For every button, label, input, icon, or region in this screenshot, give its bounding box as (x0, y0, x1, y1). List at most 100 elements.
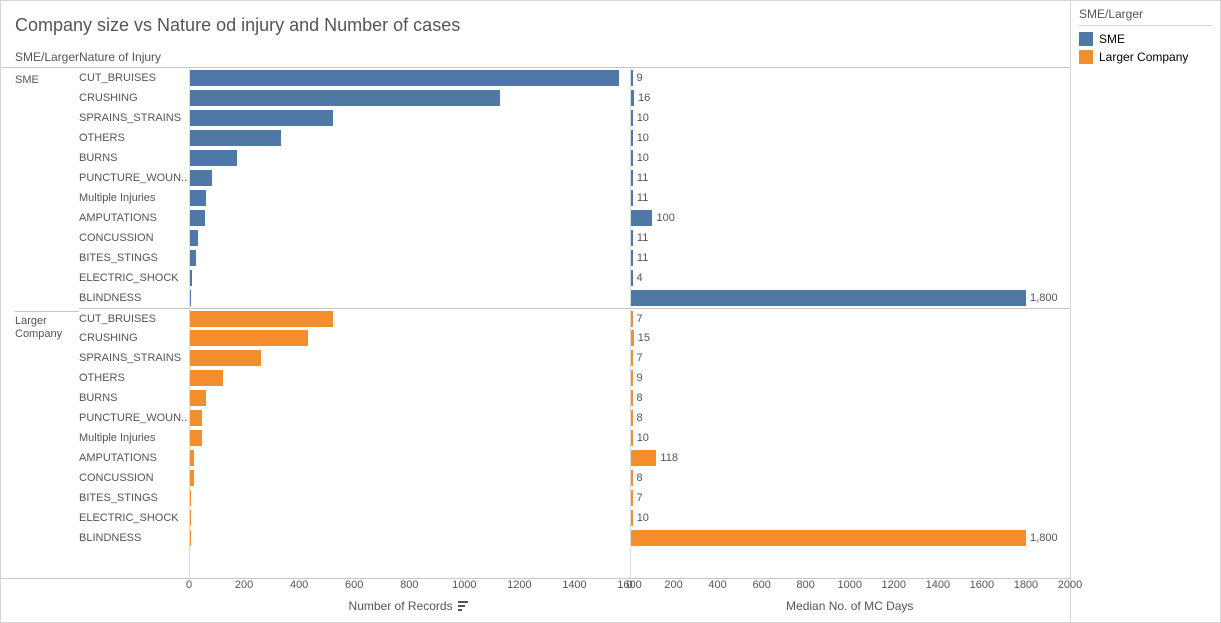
injury-label[interactable]: AMPUTATIONS (79, 208, 189, 228)
sort-descending-icon[interactable] (458, 600, 470, 614)
bar-median[interactable]: 9 (631, 368, 1071, 388)
injury-label[interactable]: Multiple Injuries (79, 188, 189, 208)
bar-records[interactable] (190, 368, 630, 388)
injury-label[interactable]: CUT_BRUISES (79, 308, 189, 328)
bar-median[interactable]: 10 (631, 128, 1071, 148)
injury-label[interactable]: CONCUSSION (79, 468, 189, 488)
bar-records[interactable] (190, 448, 630, 468)
bar-median[interactable]: 10 (631, 508, 1071, 528)
bar-records[interactable] (190, 428, 630, 448)
bar-median[interactable]: 11 (631, 188, 1071, 208)
bar-records[interactable] (190, 68, 630, 88)
value-label: 1,800 (1030, 292, 1058, 304)
bar-records[interactable] (190, 148, 630, 168)
value-label: 8 (637, 392, 643, 404)
bar-records[interactable] (190, 468, 630, 488)
bar-records[interactable] (190, 388, 630, 408)
value-label: 7 (637, 352, 643, 364)
injury-label[interactable]: PUNCTURE_WOUN.. (79, 408, 189, 428)
bar-median[interactable]: 10 (631, 108, 1071, 128)
injury-label[interactable]: Multiple Injuries (79, 428, 189, 448)
bar-records[interactable] (190, 108, 630, 128)
injury-label[interactable]: ELECTRIC_SHOCK (79, 508, 189, 528)
injury-label[interactable]: OTHERS (79, 128, 189, 148)
bar-median[interactable]: 11 (631, 248, 1071, 268)
axis-label-records: Number of Records (189, 599, 630, 614)
bar-median[interactable]: 10 (631, 148, 1071, 168)
bar-median[interactable]: 10 (631, 428, 1071, 448)
legend-title: SME/Larger (1079, 7, 1212, 26)
injury-label[interactable]: BURNS (79, 388, 189, 408)
axis-tick: 600 (752, 579, 770, 591)
injury-label[interactable]: CRUSHING (79, 328, 189, 348)
group-label[interactable]: LargerCompany (15, 311, 79, 551)
bar-median[interactable]: 16 (631, 88, 1071, 108)
injury-label[interactable]: AMPUTATIONS (79, 448, 189, 468)
bar-median[interactable]: 118 (631, 448, 1071, 468)
charts-container: 9161010101111100111141,80071579881011887… (189, 68, 1070, 578)
bar-records[interactable] (190, 488, 630, 508)
bar-records[interactable] (190, 88, 630, 108)
bar-records[interactable] (190, 288, 630, 308)
value-label: 10 (637, 512, 649, 524)
value-label: 10 (637, 132, 649, 144)
axis-tick: 1200 (507, 579, 531, 591)
bar-records[interactable] (190, 408, 630, 428)
injury-label[interactable]: OTHERS (79, 368, 189, 388)
injury-label[interactable]: SPRAINS_STRAINS (79, 108, 189, 128)
bar-records[interactable] (190, 308, 630, 328)
bar-records[interactable] (190, 268, 630, 288)
injury-label[interactable]: BURNS (79, 148, 189, 168)
injury-label[interactable]: BLINDNESS (79, 528, 189, 548)
bar-median[interactable]: 8 (631, 408, 1071, 428)
bar-records[interactable] (190, 188, 630, 208)
bar-median[interactable]: 8 (631, 388, 1071, 408)
legend-swatch (1079, 50, 1093, 64)
main-panel: Company size vs Nature od injury and Num… (0, 0, 1071, 623)
value-label: 11 (637, 172, 648, 184)
group-label[interactable]: SME (15, 71, 79, 311)
injury-label[interactable]: BLINDNESS (79, 288, 189, 308)
injury-label[interactable]: BITES_STINGS (79, 248, 189, 268)
injury-label[interactable]: PUNCTURE_WOUN.. (79, 168, 189, 188)
bar-records[interactable] (190, 128, 630, 148)
legend-item[interactable]: SME (1079, 32, 1212, 46)
bar-median[interactable]: 11 (631, 168, 1071, 188)
header-group[interactable]: SME/Larger (15, 50, 79, 64)
bar-records[interactable] (190, 168, 630, 188)
bar-median[interactable]: 15 (631, 328, 1071, 348)
value-label: 8 (637, 472, 643, 484)
bar-median[interactable]: 7 (631, 348, 1071, 368)
column-headers: SME/Larger Nature of Injury (1, 50, 1070, 68)
injury-label[interactable]: BITES_STINGS (79, 488, 189, 508)
legend-item[interactable]: Larger Company (1079, 50, 1212, 64)
bar-records[interactable] (190, 348, 630, 368)
bar-median[interactable]: 7 (631, 308, 1071, 328)
bar-records[interactable] (190, 328, 630, 348)
header-injury[interactable]: Nature of Injury (79, 50, 189, 64)
bar-median[interactable]: 7 (631, 488, 1071, 508)
bar-median[interactable]: 1,800 (631, 288, 1071, 308)
injury-label[interactable]: CONCUSSION (79, 228, 189, 248)
value-label: 11 (637, 192, 648, 204)
injury-label[interactable]: CRUSHING (79, 88, 189, 108)
bar-median[interactable]: 100 (631, 208, 1071, 228)
value-label: 7 (637, 313, 643, 325)
legend-swatch (1079, 32, 1093, 46)
bar-records[interactable] (190, 228, 630, 248)
axis-tick: 400 (290, 579, 308, 591)
bar-median[interactable]: 8 (631, 468, 1071, 488)
injury-label[interactable]: SPRAINS_STRAINS (79, 348, 189, 368)
bar-median[interactable]: 4 (631, 268, 1071, 288)
axis-tick: 1800 (1014, 579, 1038, 591)
bar-median[interactable]: 9 (631, 68, 1071, 88)
bar-median[interactable]: 1,800 (631, 528, 1071, 548)
injury-label[interactable]: CUT_BRUISES (79, 68, 189, 88)
bar-records[interactable] (190, 208, 630, 228)
injury-label[interactable]: ELECTRIC_SHOCK (79, 268, 189, 288)
bar-records[interactable] (190, 248, 630, 268)
bar-median[interactable]: 11 (631, 228, 1071, 248)
axis-tick: 2000 (1058, 579, 1082, 591)
bar-records[interactable] (190, 508, 630, 528)
bar-records[interactable] (190, 528, 630, 548)
